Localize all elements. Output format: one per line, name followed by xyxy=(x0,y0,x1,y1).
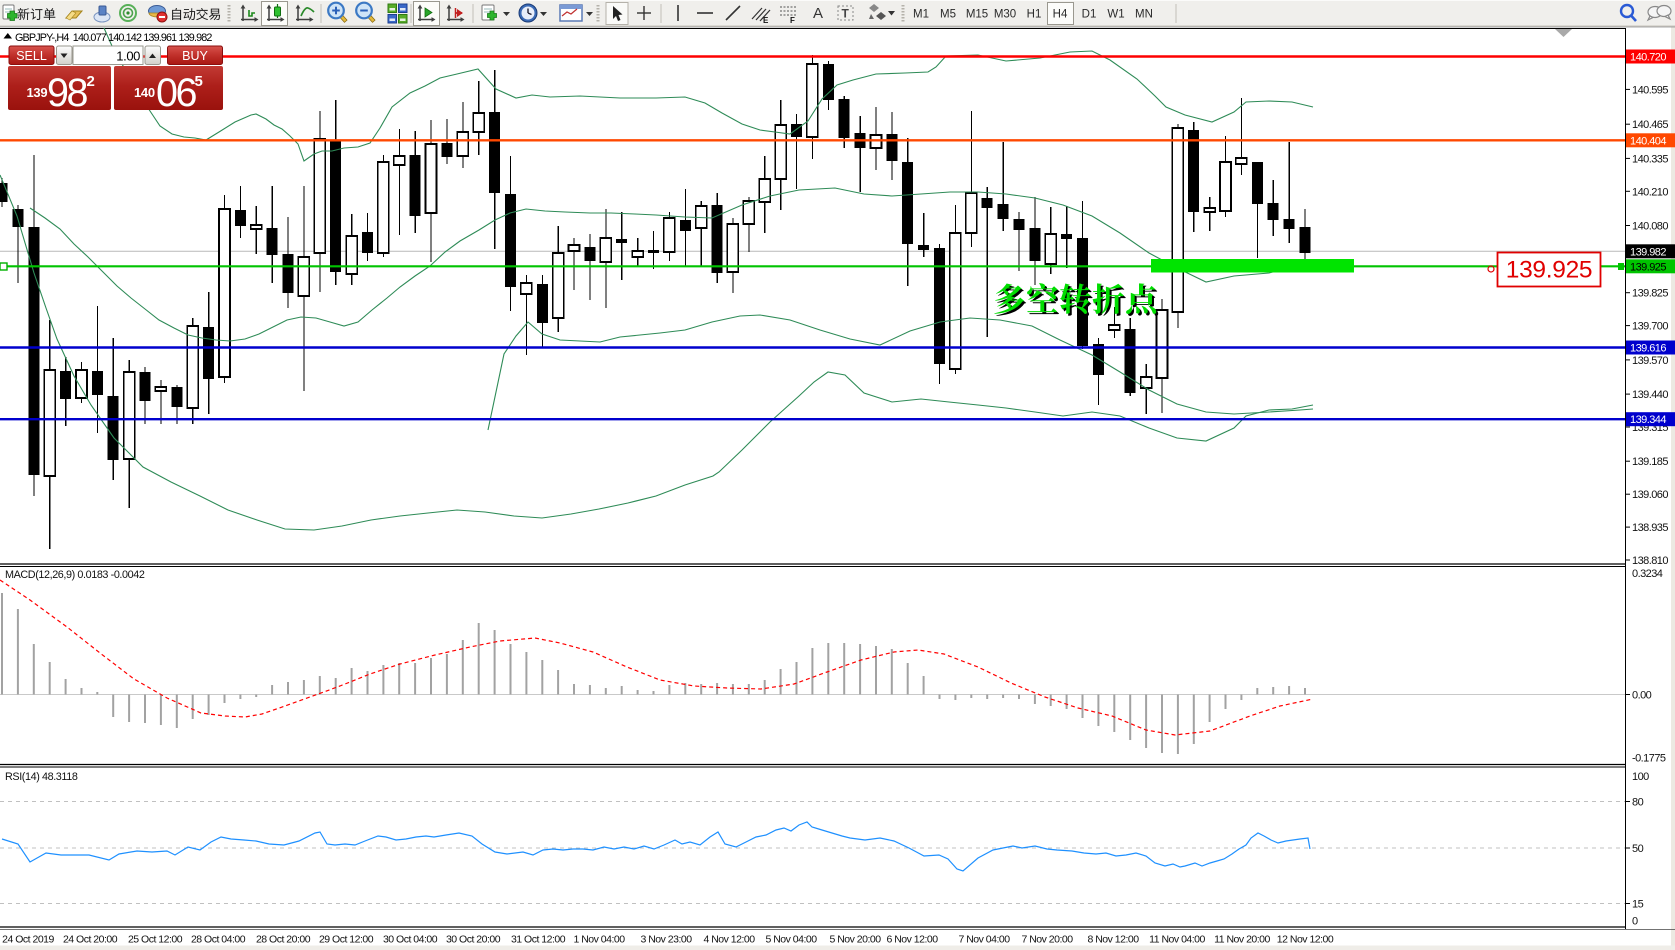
svg-text:0.3234: 0.3234 xyxy=(1632,568,1663,580)
svg-text:4 Nov 12:00: 4 Nov 12:00 xyxy=(703,934,755,946)
svg-text:24 Oct 20:00: 24 Oct 20:00 xyxy=(63,934,118,946)
svg-text:M1: M1 xyxy=(913,9,929,21)
svg-text:7 Nov 20:00: 7 Nov 20:00 xyxy=(1021,934,1073,946)
svg-text:0.00: 0.00 xyxy=(1632,690,1652,702)
svg-text:28 Oct 04:00: 28 Oct 04:00 xyxy=(191,934,246,946)
svg-text:0: 0 xyxy=(1632,916,1638,928)
svg-text:W1: W1 xyxy=(1107,9,1124,21)
svg-text:06: 06 xyxy=(156,71,196,115)
svg-text:2: 2 xyxy=(87,73,95,90)
svg-text:140: 140 xyxy=(134,85,155,100)
svg-text:140.404: 140.404 xyxy=(1630,135,1666,147)
svg-text:139.825: 139.825 xyxy=(1632,288,1668,300)
svg-text:5 Nov 20:00: 5 Nov 20:00 xyxy=(829,934,881,946)
svg-text:1.00: 1.00 xyxy=(116,49,140,64)
svg-text:24 Oct 2019: 24 Oct 2019 xyxy=(2,934,54,946)
svg-text:139: 139 xyxy=(27,85,48,100)
svg-text:138.935: 138.935 xyxy=(1632,522,1668,534)
svg-text:M30: M30 xyxy=(994,9,1016,21)
svg-text:30 Oct 20:00: 30 Oct 20:00 xyxy=(446,934,501,946)
svg-text:15: 15 xyxy=(1632,899,1644,911)
svg-text:MN: MN xyxy=(1135,9,1153,21)
svg-text:140.720: 140.720 xyxy=(1630,52,1666,64)
svg-text:D1: D1 xyxy=(1082,9,1097,21)
svg-text:T: T xyxy=(842,7,850,21)
svg-text:11 Nov 04:00: 11 Nov 04:00 xyxy=(1149,934,1205,946)
svg-text:100: 100 xyxy=(1632,771,1649,783)
svg-text:1 Nov 04:00: 1 Nov 04:00 xyxy=(573,934,625,946)
svg-text:28 Oct 20:00: 28 Oct 20:00 xyxy=(256,934,311,946)
svg-text:A: A xyxy=(813,5,823,22)
svg-text:139.440: 139.440 xyxy=(1632,389,1668,401)
svg-text:140.465: 140.465 xyxy=(1632,119,1668,131)
svg-text:25 Oct 12:00: 25 Oct 12:00 xyxy=(128,934,183,946)
svg-text:5: 5 xyxy=(195,73,203,90)
svg-text:140.080: 140.080 xyxy=(1632,221,1668,233)
svg-text:E: E xyxy=(763,16,769,25)
svg-text:139.700: 139.700 xyxy=(1632,321,1668,333)
svg-text:139.925: 139.925 xyxy=(1630,261,1666,273)
svg-text:139.616: 139.616 xyxy=(1630,343,1666,355)
svg-text:SELL: SELL xyxy=(16,49,47,63)
svg-text:80: 80 xyxy=(1632,797,1644,809)
svg-text:11 Nov 20:00: 11 Nov 20:00 xyxy=(1214,934,1270,946)
svg-text:139.570: 139.570 xyxy=(1632,355,1668,367)
svg-text:GBPJPY-,H4 140.077 140.142 13: GBPJPY-,H4 140.077 140.142 139.961 139.9… xyxy=(15,32,212,44)
svg-text:31 Oct 12:00: 31 Oct 12:00 xyxy=(511,934,566,946)
svg-text:139.344: 139.344 xyxy=(1630,414,1666,426)
svg-text:98: 98 xyxy=(47,71,87,115)
svg-text:H4: H4 xyxy=(1053,9,1068,21)
svg-text:139.060: 139.060 xyxy=(1632,489,1668,501)
svg-text:7 Nov 04:00: 7 Nov 04:00 xyxy=(958,934,1010,946)
svg-text:M5: M5 xyxy=(940,9,956,21)
svg-text:140.335: 140.335 xyxy=(1632,153,1668,165)
svg-text:6 Nov 12:00: 6 Nov 12:00 xyxy=(886,934,938,946)
svg-text:140.595: 140.595 xyxy=(1632,84,1668,96)
svg-text:139.925: 139.925 xyxy=(1506,257,1592,284)
svg-text:F: F xyxy=(790,16,795,25)
svg-text:8 Nov 12:00: 8 Nov 12:00 xyxy=(1087,934,1139,946)
svg-text:139.185: 139.185 xyxy=(1632,456,1668,468)
svg-text:29 Oct 12:00: 29 Oct 12:00 xyxy=(319,934,374,946)
svg-text:30 Oct 04:00: 30 Oct 04:00 xyxy=(383,934,438,946)
svg-text:H1: H1 xyxy=(1027,9,1042,21)
svg-text:50: 50 xyxy=(1632,843,1644,855)
svg-text:12 Nov 12:00: 12 Nov 12:00 xyxy=(1277,934,1334,946)
svg-text:-0.1775: -0.1775 xyxy=(1632,753,1666,765)
svg-text:139.982: 139.982 xyxy=(1630,246,1666,258)
svg-text:138.810: 138.810 xyxy=(1632,555,1668,567)
svg-text:5 Nov 04:00: 5 Nov 04:00 xyxy=(765,934,817,946)
svg-text:RSI(14) 48.3118: RSI(14) 48.3118 xyxy=(5,771,78,783)
svg-text:140.210: 140.210 xyxy=(1632,186,1668,198)
svg-text:M15: M15 xyxy=(966,9,988,21)
svg-text:MACD(12,26,9) 0.0183 -0.0042: MACD(12,26,9) 0.0183 -0.0042 xyxy=(5,569,145,581)
svg-text:3 Nov 23:00: 3 Nov 23:00 xyxy=(640,934,692,946)
svg-text:BUY: BUY xyxy=(182,49,208,63)
